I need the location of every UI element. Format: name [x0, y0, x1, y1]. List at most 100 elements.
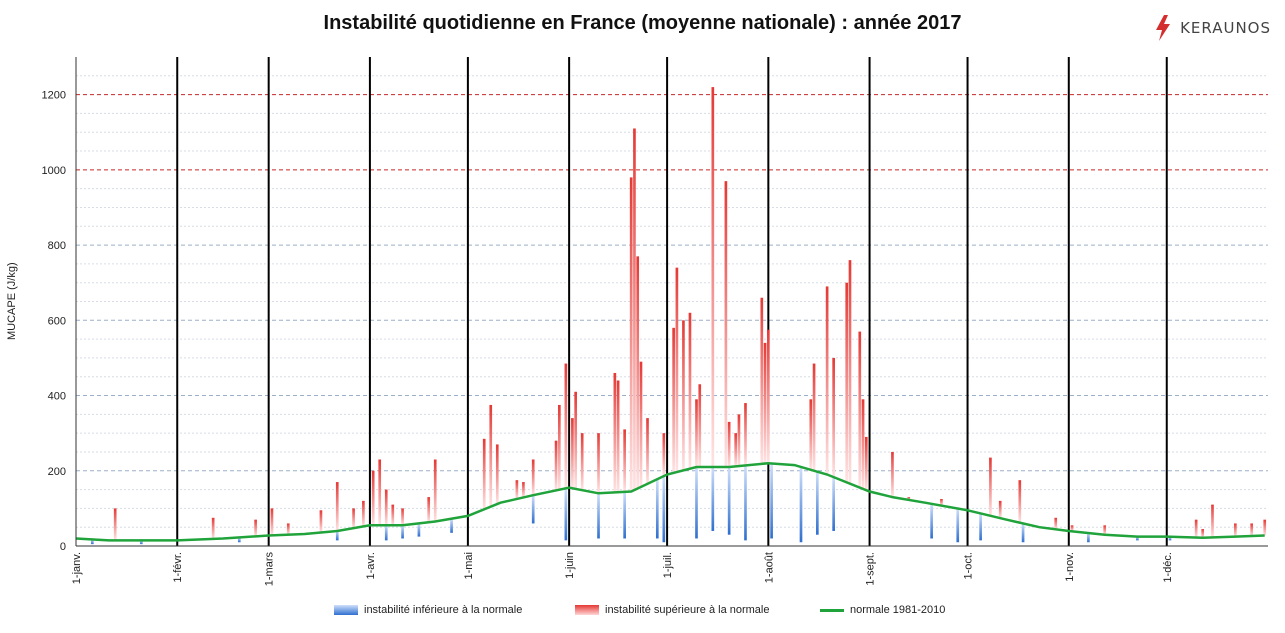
- deficit-bar: [1021, 523, 1025, 543]
- deficit-bar: [1087, 533, 1090, 543]
- deficit-bar: [1168, 536, 1172, 541]
- deficit-bar: [727, 467, 731, 535]
- x-tick-label: 1-oct.: [963, 552, 975, 580]
- spike-bar: [861, 399, 865, 489]
- spike-bar: [940, 498, 943, 506]
- deficit-bar: [531, 495, 535, 524]
- spike-bar: [688, 312, 692, 469]
- deficit-bar: [979, 513, 982, 541]
- legend-item-below: instabilité inférieure à la normale: [334, 604, 522, 616]
- spike-bar: [433, 459, 437, 522]
- x-tick-label: 1-mai: [463, 552, 475, 580]
- spike-bar: [391, 504, 395, 526]
- spike-bar: [1211, 504, 1214, 538]
- deficit-bar: [695, 467, 698, 539]
- spike-bar: [1194, 519, 1198, 538]
- grid-lines: [76, 75, 1268, 528]
- spike-bar: [571, 418, 574, 489]
- deficit-bar: [711, 467, 715, 531]
- spike-bar: [335, 482, 339, 531]
- deficit-bar: [564, 488, 568, 541]
- logo-text: KERAUNOS: [1180, 19, 1271, 37]
- spike-bar: [845, 282, 849, 483]
- spike-bar: [858, 331, 862, 488]
- spike-bar: [211, 517, 215, 539]
- spike-bar: [760, 297, 764, 464]
- spike-bar: [864, 436, 868, 491]
- spike-bar: [482, 438, 486, 510]
- legend: instabilité inférieure à la normale inst…: [0, 604, 1285, 624]
- y-tick-label: 200: [48, 466, 66, 478]
- spike-bar: [639, 361, 643, 487]
- spike-bar: [623, 429, 626, 492]
- y-tick-label: 1000: [42, 165, 66, 177]
- x-tick-labels: 1-janv. 1-févr. 1-mars 1-avr. 1-mai 1-juin 1-j…: [71, 552, 1174, 587]
- spike-bar: [1201, 529, 1205, 538]
- legend-swatch-below: [334, 605, 358, 615]
- deficit-bar: [384, 525, 388, 541]
- spike-bar: [675, 267, 679, 473]
- spike-bar: [1070, 525, 1074, 532]
- spike-bar: [737, 414, 741, 467]
- deficit-bar: [956, 508, 960, 543]
- deficit-bar: [662, 476, 666, 543]
- deficit-bar: [744, 465, 747, 541]
- spike-bar: [891, 451, 894, 498]
- deficit-bar: [597, 493, 600, 539]
- spike-bar: [724, 181, 728, 468]
- x-tick-label: 1-juil.: [662, 552, 674, 578]
- spike-bar: [1234, 523, 1237, 537]
- keraunos-logo: KERAUNOS: [1154, 14, 1271, 42]
- spike-bar: [809, 399, 813, 470]
- deficit-bar: [815, 471, 819, 535]
- x-tick-label: 1-nov.: [1064, 552, 1076, 582]
- deficit-bar: [90, 539, 94, 545]
- spike-bar: [672, 327, 675, 473]
- y-tick-labels: 0 200 400 600 800 1000 1200: [42, 90, 66, 553]
- spike-bar: [629, 177, 633, 492]
- spike-bar: [580, 433, 584, 491]
- spike-bar: [554, 440, 558, 491]
- deficit-bar: [770, 463, 773, 539]
- spike-bar: [557, 404, 561, 490]
- spike-bar: [522, 482, 525, 498]
- legend-item-normal: normale 1981-2010: [820, 604, 945, 616]
- deficit-bar: [450, 518, 453, 533]
- legend-item-above: instabilité supérieure à la normale: [575, 604, 769, 616]
- spike-bar: [744, 403, 747, 466]
- spike-bar: [727, 421, 731, 468]
- spike-bar: [695, 399, 698, 468]
- spike-bar: [489, 404, 493, 507]
- legend-label-above: instabilité supérieure à la normale: [605, 604, 770, 616]
- spike-bar: [698, 384, 702, 468]
- spike-bars: [113, 87, 1267, 541]
- spike-bar: [362, 500, 365, 527]
- deficit-bar: [655, 479, 659, 539]
- spike-bar: [401, 508, 404, 526]
- axes: [75, 57, 1268, 547]
- spike-bar: [564, 363, 568, 489]
- spike-bar: [646, 418, 649, 484]
- y-tick-label: 600: [48, 315, 66, 327]
- spike-bar: [371, 470, 375, 526]
- x-tick-label: 1-mars: [264, 552, 276, 587]
- spike-bar: [825, 286, 829, 475]
- spike-bar: [286, 523, 290, 535]
- spike-bar: [1250, 523, 1254, 536]
- spike-bar: [711, 87, 715, 468]
- spike-bar: [613, 372, 617, 493]
- spike-bar: [319, 510, 323, 533]
- deficit-bar: [237, 537, 241, 543]
- x-tick-label: 1-sept.: [865, 552, 877, 586]
- deficit-bar: [401, 525, 404, 539]
- spike-bar: [633, 128, 636, 490]
- spike-bar: [636, 256, 640, 489]
- x-tick-label: 1-févr.: [172, 552, 184, 583]
- deficit-bar: [417, 523, 421, 537]
- x-tick-label: 1-juin: [564, 552, 576, 579]
- spike-bar: [734, 433, 738, 467]
- deficit-bar: [623, 491, 626, 539]
- spike-bar: [998, 500, 1002, 519]
- spike-bar: [574, 391, 577, 489]
